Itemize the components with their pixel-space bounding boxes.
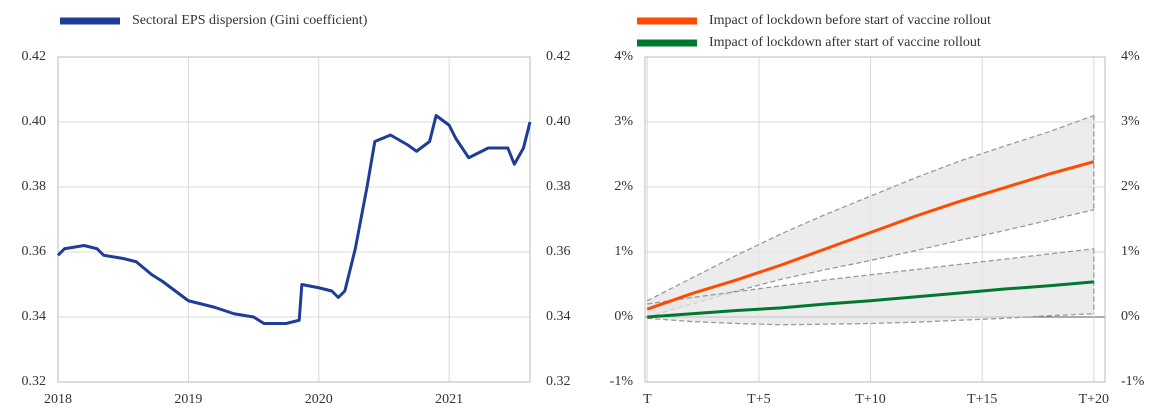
series-line <box>646 160 1095 311</box>
y2-tick-label: 0.40 <box>546 114 571 129</box>
x-tick-label: 2018 <box>44 392 72 407</box>
x-tick-label: T+15 <box>967 392 997 407</box>
x-tick-label: 2019 <box>174 392 202 407</box>
x-tick-label: T+10 <box>855 392 885 407</box>
y2-tick-label: -1% <box>1121 374 1145 389</box>
series-line <box>56 114 532 325</box>
legend-label: Impact of lockdown after start of vaccin… <box>709 35 981 50</box>
y2-tick-label: 3% <box>1121 114 1140 129</box>
y2-tick-label: 4% <box>1121 49 1140 64</box>
plot-frame <box>644 56 1106 383</box>
y2-tick-label: 0.38 <box>546 179 571 194</box>
x-tick-label: 2021 <box>435 392 463 407</box>
x-tick-label: T <box>643 392 652 407</box>
y2-tick-label: 0.42 <box>546 49 571 64</box>
y2-tick-label: 0.36 <box>546 244 571 259</box>
x-tick-label: T+20 <box>1079 392 1109 407</box>
y-tick-label: 0% <box>614 309 633 324</box>
y2-tick-label: 0.32 <box>546 374 571 389</box>
band-upper <box>646 114 1095 302</box>
legend-label: Sectoral EPS dispersion (Gini coefficien… <box>132 13 368 28</box>
series-line <box>647 280 1094 319</box>
y-tick-label: 0.38 <box>22 179 47 194</box>
y-tick-label: -1% <box>610 374 634 389</box>
y2-tick-label: 1% <box>1121 244 1140 259</box>
confidence-band <box>647 115 1094 317</box>
y-tick-label: 2% <box>614 179 633 194</box>
y-tick-label: 0.40 <box>22 114 47 129</box>
y-tick-label: 0.36 <box>22 244 47 259</box>
y-tick-label: 4% <box>614 49 633 64</box>
x-tick-label: 2020 <box>305 392 333 407</box>
band-lower <box>647 313 1094 326</box>
legend-label: Impact of lockdown before start of vacci… <box>709 13 991 28</box>
band-upper <box>647 248 1094 305</box>
y-tick-label: 0.34 <box>22 309 47 324</box>
plot-frame <box>57 56 531 383</box>
y-tick-label: 0.42 <box>22 49 47 64</box>
y-tick-label: 3% <box>614 114 633 129</box>
y-tick-label: 1% <box>614 244 633 259</box>
confidence-band <box>647 248 1094 325</box>
y2-tick-label: 2% <box>1121 179 1140 194</box>
y2-tick-label: 0% <box>1121 309 1140 324</box>
x-tick-label: T+5 <box>747 392 770 407</box>
y2-tick-label: 0.34 <box>546 309 571 324</box>
y-tick-label: 0.32 <box>22 374 47 389</box>
